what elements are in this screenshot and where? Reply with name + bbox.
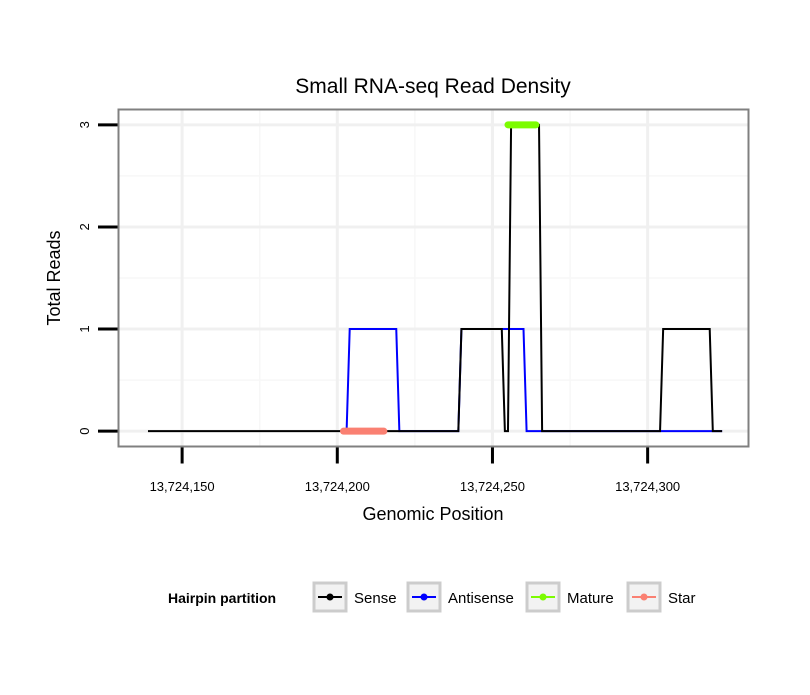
legend-item-mature: Mature xyxy=(525,581,614,613)
legend-item-antisense: Antisense xyxy=(406,581,514,613)
legend-key-dot xyxy=(640,593,648,601)
legend-key-dot xyxy=(326,593,334,601)
y-axis-label: Total Reads xyxy=(44,230,64,325)
legend-item-sense: Sense xyxy=(312,581,397,613)
legend: Hairpin partition Sense Antisense Mature… xyxy=(168,581,696,613)
y-tick-label: 2 xyxy=(77,223,92,230)
legend-key-dot xyxy=(420,593,428,601)
y-tick-label: 1 xyxy=(77,325,92,332)
y-tick-label: 0 xyxy=(77,428,92,435)
legend-item-star: Star xyxy=(626,581,696,613)
legend-label-antisense: Antisense xyxy=(448,590,514,607)
x-tick-label: 13,724,300 xyxy=(615,479,680,494)
x-tick-label: 13,724,250 xyxy=(460,479,525,494)
legend-title: Hairpin partition xyxy=(168,590,276,606)
series-layer xyxy=(147,121,723,435)
legend-key-dot xyxy=(539,593,547,601)
x-tick-label: 13,724,200 xyxy=(305,479,370,494)
legend-label-sense: Sense xyxy=(354,590,397,607)
chart-title: Small RNA-seq Read Density xyxy=(295,75,571,98)
legend-label-star: Star xyxy=(668,590,696,607)
legend-label-mature: Mature xyxy=(567,590,614,607)
x-axis-label: Genomic Position xyxy=(362,504,503,524)
y-tick-label: 3 xyxy=(77,121,92,128)
axis-layer: 13,724,150 13,724,200 13,724,250 13,724,300… xyxy=(77,121,680,494)
plot-panel-border xyxy=(117,108,750,448)
x-tick-label: 13,724,150 xyxy=(150,479,215,494)
